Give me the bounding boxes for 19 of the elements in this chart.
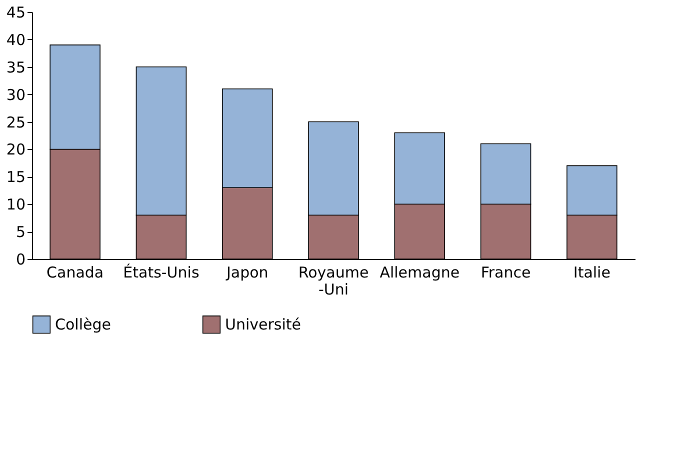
- y-tick-label: 10: [6, 196, 26, 214]
- legend-label: Collège: [55, 316, 111, 334]
- y-tick-label: 40: [6, 30, 26, 49]
- x-tick-label: France: [480, 264, 531, 282]
- x-tick-label: États-Unis: [123, 264, 200, 282]
- legend-label: Université: [225, 316, 302, 334]
- y-tick-label: 35: [6, 58, 26, 76]
- x-tick-label: Allemagne: [380, 264, 460, 282]
- y-tick-label: 45: [6, 4, 26, 22]
- x-tick-label: Royaume-Uni: [298, 264, 369, 298]
- x-tick-label: Canada: [46, 264, 104, 282]
- y-tick-label: 25: [6, 113, 26, 132]
- y-tick-label: 20: [6, 140, 26, 159]
- x-tick-label: Italie: [573, 264, 610, 282]
- y-tick-label: 30: [6, 86, 26, 104]
- y-tick-label: 5: [16, 223, 26, 242]
- y-tick-label: 15: [6, 168, 26, 186]
- x-tick-label: Japon: [225, 264, 268, 282]
- y-tick-label: 0: [16, 250, 26, 268]
